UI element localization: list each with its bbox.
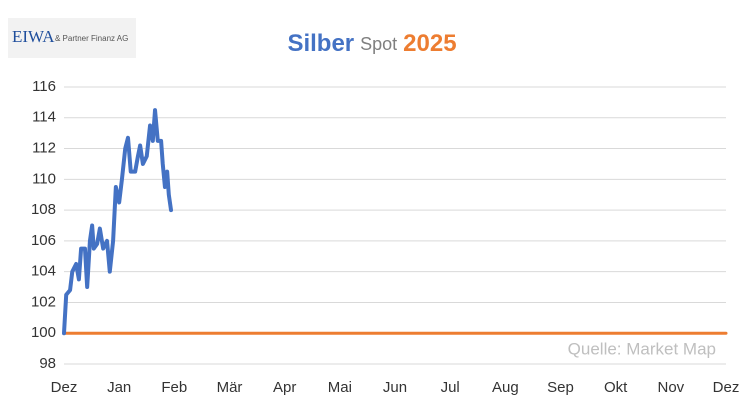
y-tick-label: 108 xyxy=(31,201,56,218)
x-tick-label: Jun xyxy=(383,379,407,396)
y-tick-label: 106 xyxy=(31,232,56,249)
x-tick-label: Dez xyxy=(51,379,78,396)
y-tick-label: 100 xyxy=(31,324,56,341)
x-tick-label: Apr xyxy=(273,379,296,396)
x-tick-label: Jul xyxy=(441,379,460,396)
source-note: Quelle: Market Map xyxy=(568,339,716,358)
x-tick-label: Aug xyxy=(492,379,519,396)
data-line xyxy=(62,108,174,336)
y-tick-label: 110 xyxy=(32,170,56,187)
x-tick-label: Jan xyxy=(107,379,131,396)
logo-name: EIWA xyxy=(12,27,55,46)
y-tick-label: 104 xyxy=(31,263,56,280)
y-tick-label: 102 xyxy=(31,293,56,310)
x-tick-label: Sep xyxy=(547,379,574,396)
title-part: 2025 xyxy=(403,30,456,57)
x-tick-label: Okt xyxy=(604,379,628,396)
chart-title: Silber Spot 2025 xyxy=(287,30,456,57)
x-tick-label: Nov xyxy=(657,379,684,396)
x-tick-label: Feb xyxy=(161,379,187,396)
title-part: Spot xyxy=(360,34,397,54)
x-tick-label: Mär xyxy=(217,379,243,396)
x-tick-label: Mai xyxy=(328,379,352,396)
x-tick-label: Dez xyxy=(713,379,740,396)
y-tick-label: 114 xyxy=(32,109,56,126)
y-tick-label: 98 xyxy=(39,355,56,372)
logo-box xyxy=(8,18,136,58)
logo-tagline: & Partner Finanz AG xyxy=(55,34,128,43)
y-tick-label: 112 xyxy=(32,140,56,157)
y-tick-label: 116 xyxy=(32,78,56,95)
title-part: Silber xyxy=(287,30,354,57)
